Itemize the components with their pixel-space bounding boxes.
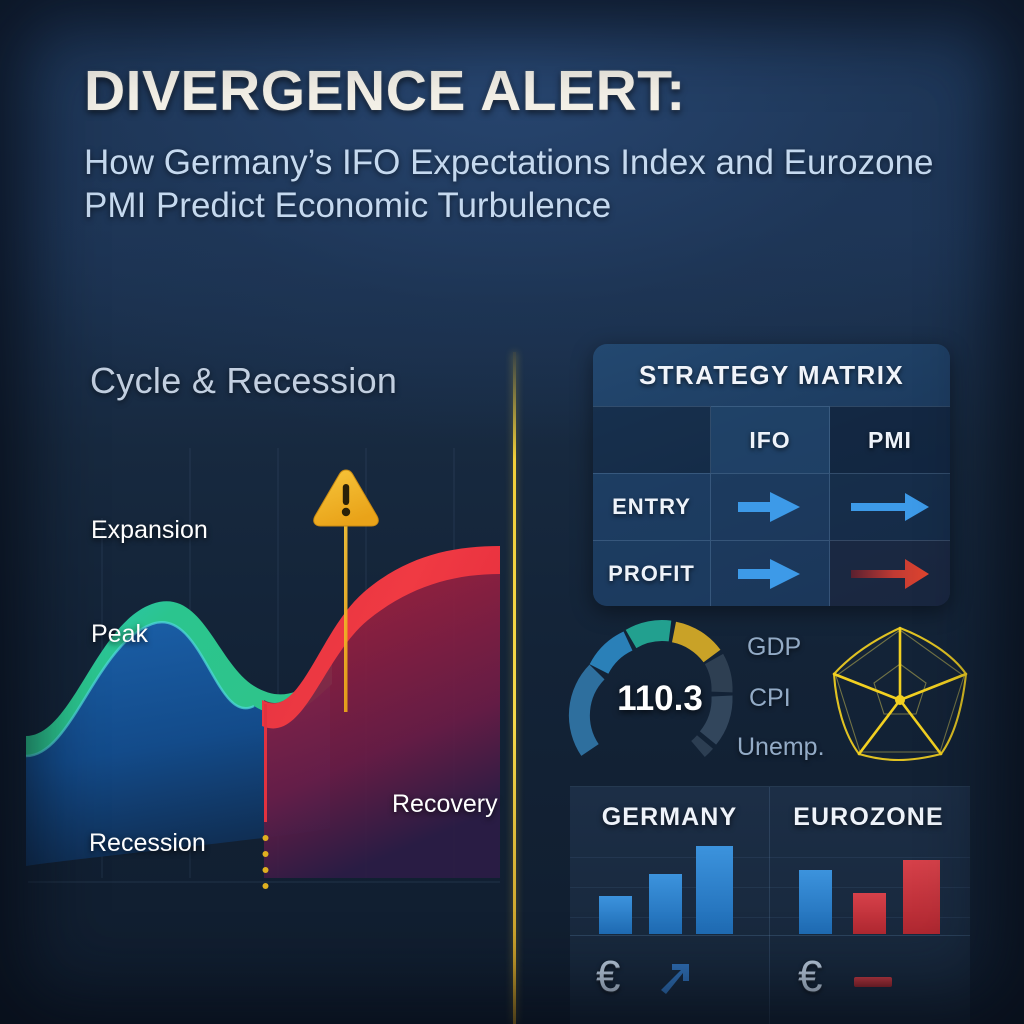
- cycle-body-red: [264, 548, 500, 878]
- cycle-wave-highlight: [25, 620, 255, 758]
- matrix-row-label-entry: ENTRY: [593, 473, 711, 540]
- eurozone-bar-1: [799, 870, 832, 934]
- matrix-cell-entry-ifo[interactable]: [711, 473, 830, 540]
- recession-marker-line: [262, 704, 269, 889]
- kpi-label-gdp: GDP: [747, 633, 802, 661]
- vertical-accent-divider: [513, 352, 516, 1024]
- compare-gridline: [570, 887, 970, 888]
- matrix-header-blank: [593, 406, 711, 473]
- metrics-band: [568, 612, 970, 780]
- eurozone-bar-3: [903, 860, 940, 934]
- cycle-label-expansion: Expansion: [91, 516, 208, 544]
- compare-title-germany: GERMANY: [601, 803, 738, 831]
- arrow-up-right-blue-icon: [661, 964, 689, 994]
- matrix-header-pmi: PMI: [830, 406, 950, 473]
- germany-bar-1: [599, 896, 632, 934]
- compare-divider: [769, 787, 770, 1024]
- cycle-wave-expansion: [26, 601, 332, 756]
- compare-axis: [570, 935, 970, 936]
- compare-gridline: [570, 857, 970, 858]
- cycle-label-peak: Peak: [91, 620, 148, 648]
- page-title: DIVERGENCE ALERT:: [84, 59, 686, 123]
- page-subtitle: How Germany’s IFO Expectations Index and…: [84, 143, 934, 225]
- euro-symbol-icon: €: [798, 952, 823, 1001]
- matrix-header-ifo: IFO: [711, 406, 830, 473]
- strategy-matrix-grid: IFO PMI ENTRY PROFIT: [593, 406, 950, 606]
- flat-dash-red-icon: [854, 977, 892, 987]
- matrix-cell-entry-pmi[interactable]: [830, 473, 950, 540]
- compare-gridline: [570, 917, 970, 918]
- matrix-cell-profit-ifo[interactable]: [711, 540, 830, 606]
- header: DIVERGENCE ALERT: How Germany’s IFO Expe…: [84, 62, 954, 228]
- country-compare-panel: GERMANY EUROZONE € €: [570, 786, 970, 1024]
- germany-bar-2: [649, 874, 682, 934]
- kpi-label-cpi: CPI: [749, 684, 791, 712]
- matrix-cell-profit-pmi[interactable]: [830, 540, 950, 606]
- arrow-right-blue-icon: [851, 493, 929, 521]
- arrow-right-blue-icon: [738, 559, 800, 589]
- arrow-right-red-icon: [851, 559, 929, 589]
- gauge-value: 110.3: [617, 679, 703, 718]
- arrow-right-blue-icon: [738, 492, 800, 522]
- cycle-wave-recession: [262, 546, 500, 729]
- business-cycle-chart: Expansion Peak Recession Recovery: [0, 408, 516, 908]
- metrics-svg: [568, 620, 968, 762]
- strategy-matrix-panel: STRATEGY MATRIX IFO PMI ENTRY PROFIT: [593, 344, 950, 606]
- cycle-label-recovery: Recovery: [392, 790, 498, 818]
- eurozone-bar-2: [853, 893, 886, 934]
- compare-title-eurozone: EUROZONE: [793, 803, 944, 831]
- kpi-label-unemp: Unemp.: [737, 733, 825, 761]
- cycle-wave-svg: [25, 448, 500, 889]
- germany-bar-3: [696, 846, 733, 934]
- matrix-row-label-profit: PROFIT: [593, 540, 711, 606]
- euro-symbol-icon: €: [596, 952, 621, 1001]
- cycle-label-recession: Recession: [89, 829, 206, 857]
- donut-gauge-icon: [568, 620, 733, 757]
- cycle-panel: Cycle & Recession: [0, 352, 516, 1024]
- strategy-matrix-title: STRATEGY MATRIX: [638, 359, 905, 390]
- cycle-section-title: Cycle & Recession: [90, 360, 398, 401]
- warning-triangle-icon: [313, 469, 379, 712]
- pentagon-radar-chart-icon: [832, 626, 968, 762]
